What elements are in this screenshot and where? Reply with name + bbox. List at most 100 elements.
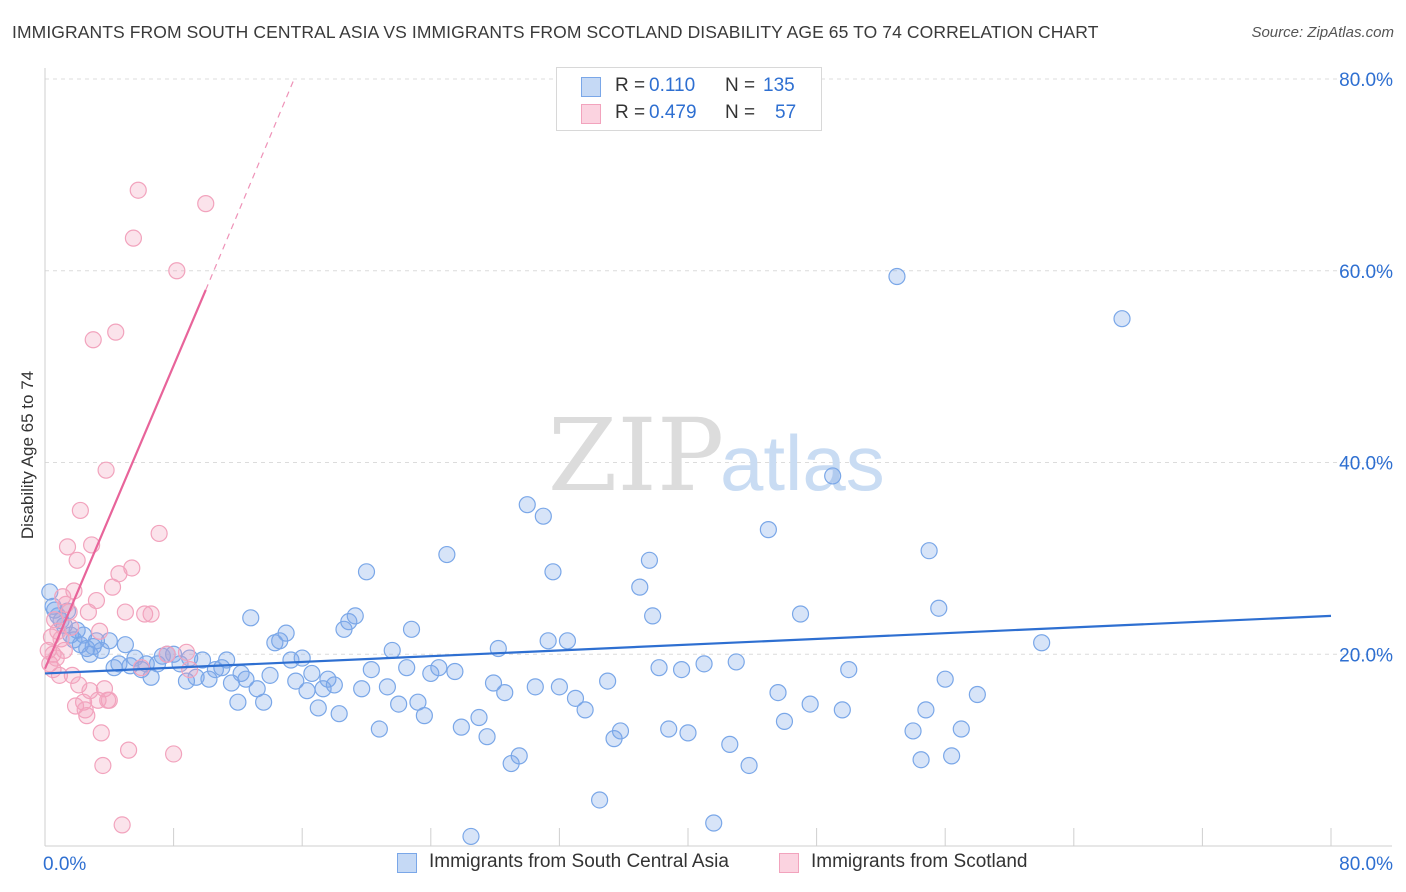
series-south-central-asia [41,267,1131,846]
point-scotland [123,559,141,577]
point-scotland [132,659,151,677]
point-south-central-asia [1113,310,1131,328]
point-scotland [66,697,85,715]
point-south-central-asia [242,609,260,627]
point-south-central-asia [510,747,528,765]
legend-swatch-blue [581,77,601,97]
point-south-central-asia [801,695,819,713]
point-south-central-asia [402,620,421,638]
point-scotland [84,331,102,349]
point-south-central-asia [438,545,456,564]
point-south-central-asia [824,467,842,485]
point-scotland [91,622,109,640]
point-south-central-asia [558,632,577,650]
legend-r-value-pink: 0.479 [649,102,697,123]
point-scotland [71,501,89,520]
legend-n-value-blue: 135 [763,75,795,96]
point-scotland [129,181,147,199]
legend-swatch-pink [581,104,601,124]
point-south-central-asia [193,651,212,669]
legend-box: R = 0.110 N = 135 R = 0.479 N = 57 [556,67,822,131]
point-south-central-asia [398,659,416,677]
point-scotland [55,641,73,660]
point-south-central-asia [705,814,723,832]
legend-r-label: R = [615,75,646,96]
y-tick-label: 60.0% [1339,262,1393,283]
point-south-central-asia [41,583,59,601]
point-south-central-asia [330,705,348,723]
point-south-central-asia [695,655,713,673]
point-south-central-asia [340,613,358,631]
point-south-central-asia [952,720,970,738]
point-south-central-asia [769,683,787,702]
point-south-central-asia [346,607,364,625]
point-scotland [168,262,186,280]
point-scotland [107,323,125,341]
point-scotland [50,666,69,684]
point-south-central-asia [303,664,321,683]
point-south-central-asia [309,699,327,717]
trend-line-scotland-extension [205,78,295,291]
point-south-central-asia [539,632,557,650]
point-south-central-asia [930,599,948,617]
bottom-legend-label-pink: Immigrants from Scotland [811,851,1028,872]
point-south-central-asia [679,724,697,742]
point-south-central-asia [298,682,316,700]
legend-n-label: N = [725,102,756,123]
x-tick-label-min: 0.0% [43,854,86,875]
point-south-central-asia [200,670,218,688]
tick-labels: 20.0% 40.0% 60.0% 80.0% 0.0% 80.0% [43,70,1393,875]
point-south-central-asia [378,678,396,696]
point-south-central-asia [357,563,376,581]
point-south-central-asia [116,636,134,654]
watermark: ZIP atlas [548,397,885,514]
point-south-central-asia [840,660,858,679]
point-south-central-asia [576,701,594,719]
point-south-central-asia [287,672,305,690]
point-south-central-asia [87,632,106,650]
point-scotland [97,461,115,479]
point-scotland [100,691,118,709]
legend-r-value-blue: 0.110 [649,75,696,96]
point-south-central-asia [566,689,585,707]
point-south-central-asia [631,578,649,596]
x-tick-label-max: 80.0% [1339,854,1393,875]
point-south-central-asia [611,722,630,740]
grid-lines [45,78,1392,655]
chart-title: IMMIGRANTS FROM SOUTH CENTRAL ASIA VS IM… [12,22,1099,42]
point-south-central-asia [775,712,794,730]
point-south-central-asia [534,507,552,525]
series-scotland [39,181,215,834]
point-south-central-asia [590,791,609,809]
point-scotland [150,524,168,543]
point-south-central-asia [325,676,343,694]
point-south-central-asia [888,267,906,286]
y-tick-label: 80.0% [1339,70,1393,91]
point-south-central-asia [526,678,544,696]
point-scotland [68,551,86,569]
legend-n-value-pink: 57 [775,102,797,123]
point-south-central-asia [293,649,311,667]
point-south-central-asia [936,670,954,688]
point-south-central-asia [599,672,617,690]
point-scotland [165,745,183,763]
point-south-central-asia [644,607,662,625]
point-south-central-asia [833,701,851,719]
point-south-central-asia [430,659,448,677]
bottom-legend-label-blue: Immigrants from South Central Asia [429,851,729,872]
point-south-central-asia [496,683,514,702]
watermark-zip: ZIP [548,397,724,514]
trend-lines [43,78,1332,675]
point-south-central-asia [727,653,745,671]
axes [44,68,1392,847]
point-south-central-asia [314,680,332,698]
point-south-central-asia [640,551,659,569]
point-south-central-asia [544,563,562,581]
point-scotland [87,591,106,610]
y-tick-label: 40.0% [1339,454,1393,475]
point-scotland [58,538,77,556]
point-south-central-asia [370,720,388,738]
point-scotland [136,605,154,623]
watermark-atlas: atlas [720,419,885,507]
